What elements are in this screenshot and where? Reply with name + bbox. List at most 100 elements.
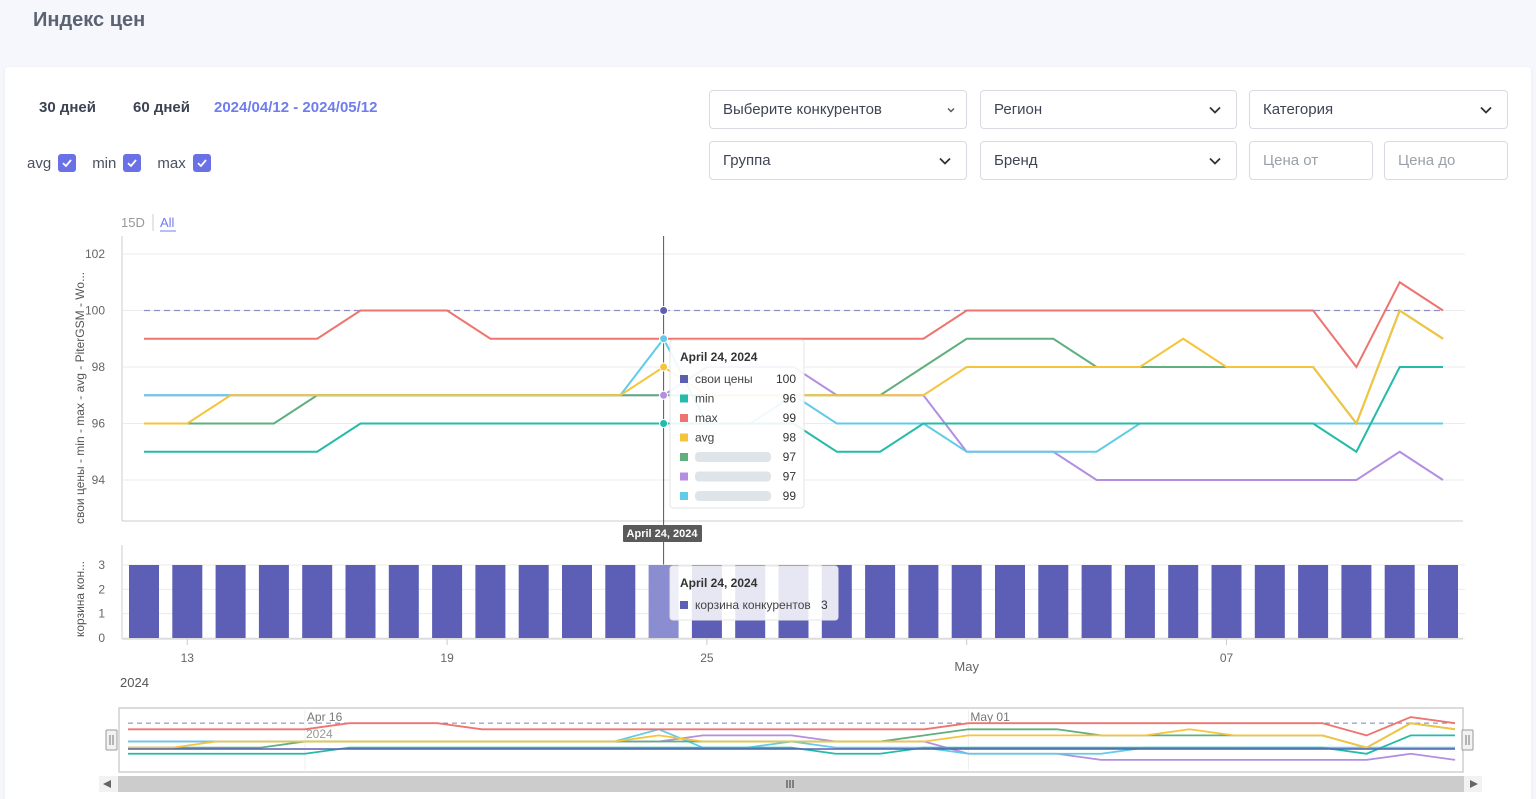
checkbox-min[interactable] — [123, 154, 142, 172]
volume-tooltip-label: корзина конкурентов — [695, 598, 811, 612]
series-line-max — [144, 280, 1444, 369]
toggle-max[interactable]: max — [157, 154, 211, 172]
range-15d-button: 15D — [121, 215, 145, 230]
scroll-left-arrow-icon[interactable] — [103, 780, 111, 788]
scrollbar-thumb[interactable] — [118, 776, 1464, 792]
volume-bar — [1341, 565, 1372, 638]
tooltip-label-redacted — [695, 471, 771, 482]
toggle-avg[interactable]: avg — [27, 154, 77, 172]
price-to-input[interactable]: Цена до — [1384, 141, 1508, 180]
chevron-down-icon — [939, 157, 951, 165]
chevron-down-icon — [1209, 157, 1221, 165]
navigator-window — [118, 707, 1464, 773]
volume-bar — [518, 565, 549, 638]
tooltip-value-max: 99 — [783, 411, 797, 425]
tooltip-value-c1: 97 — [783, 450, 797, 464]
brand-select[interactable]: Бренд — [980, 141, 1237, 180]
volume-bar — [1081, 565, 1112, 638]
x-tick-label: May — [954, 659, 979, 674]
y-tick-label: 100 — [85, 304, 105, 318]
price-to-placeholder: Цена до — [1398, 152, 1456, 169]
volume-bar — [995, 565, 1025, 638]
region-select[interactable]: Регион — [980, 90, 1237, 129]
volume-bar — [562, 565, 592, 638]
range-all-button: All — [160, 215, 175, 230]
crosshair-date-label: April 24, 2024 — [627, 528, 699, 540]
competitors-select[interactable]: Выберите конкурентов — [709, 90, 967, 129]
toggle-min[interactable]: min — [92, 154, 142, 172]
period-30-days-button[interactable]: 30 дней — [39, 99, 96, 116]
volume-bar — [1168, 565, 1199, 638]
x-tick-label: 25 — [700, 651, 714, 665]
tooltip-value-c3: 99 — [783, 489, 797, 503]
tooltip-swatch-c2 — [680, 472, 688, 481]
tooltip-label-avg: avg — [695, 431, 714, 445]
checkbox-avg[interactable] — [58, 154, 77, 172]
tooltip-swatch-c3 — [680, 492, 688, 500]
crosshair-date-bg — [623, 525, 702, 542]
check-icon — [62, 159, 72, 168]
tooltip-value-avg: 98 — [783, 431, 797, 445]
region-select-label: Регион — [994, 101, 1043, 118]
navigator-handle-left[interactable] — [105, 729, 118, 751]
volume-bar — [908, 565, 939, 638]
hover-point-c2 — [659, 390, 669, 400]
toggle-avg-label: avg — [27, 154, 52, 172]
page-title: Индекс цен — [33, 9, 146, 31]
y-tick-label: 102 — [85, 247, 105, 261]
x-tick-label: 07 — [1220, 651, 1234, 665]
volume-tick-label: 2 — [98, 582, 105, 596]
volume-tooltip-swatch — [680, 601, 688, 609]
volume-tooltip-date: April 24, 2024 — [680, 576, 758, 590]
volume-bar — [1384, 565, 1415, 638]
tooltip-value-min: 96 — [783, 392, 797, 406]
toggle-max-label: max — [157, 154, 186, 172]
series-toggles: avg min max — [27, 154, 227, 172]
hover-point-own — [659, 306, 669, 315]
volume-bar — [129, 565, 159, 638]
tooltip-value-own: 100 — [776, 372, 796, 386]
category-select[interactable]: Категория — [1249, 90, 1508, 129]
check-icon — [197, 159, 207, 168]
volume-axis-title: корзина кон... — [73, 561, 87, 637]
volume-bar — [865, 565, 896, 638]
date-range-picker[interactable]: 2024/04/12 - 2024/05/12 — [214, 99, 378, 116]
tooltip-label-redacted — [695, 452, 771, 462]
period-60-days-button[interactable]: 60 дней — [133, 99, 190, 116]
scroll-right-arrow-icon[interactable] — [1470, 780, 1478, 788]
tooltip-label-max: max — [695, 411, 718, 425]
tooltip-swatch-c1 — [680, 453, 688, 461]
volume-bar — [345, 565, 376, 638]
tooltip-swatch-max — [680, 414, 688, 422]
navigator-handle-right[interactable] — [1461, 729, 1474, 751]
group-select[interactable]: Группа — [709, 141, 967, 180]
navigator-handle-left-grip — [105, 729, 118, 751]
check-icon — [127, 159, 138, 168]
tooltip-box — [669, 339, 805, 509]
volume-bar — [1038, 565, 1069, 638]
tooltip-label-own: свои цены — [695, 372, 753, 386]
checkbox-max[interactable] — [192, 154, 211, 172]
volume-bar — [215, 565, 246, 638]
navigator-series-min — [128, 734, 1455, 755]
volume-bar — [1211, 565, 1242, 638]
volume-bar — [172, 565, 203, 638]
tooltip-swatch-own — [680, 375, 688, 383]
x-tick-label: 19 — [440, 651, 454, 665]
chevron-down-icon — [1209, 106, 1221, 114]
navigator-series-max — [128, 716, 1456, 737]
price-from-input[interactable]: Цена от — [1249, 141, 1373, 180]
x-year-label: 2024 — [120, 675, 149, 690]
volume-tooltip-box — [669, 565, 839, 621]
hover-point-avg — [659, 362, 669, 372]
y-axis-title: свои цены - min - max - avg - PiterGSM -… — [73, 272, 87, 524]
volume-tick-label: 3 — [98, 558, 105, 572]
volume-bar — [432, 565, 463, 638]
volume-bar — [605, 565, 636, 638]
competitors-select-label: Выберите конкурентов — [723, 101, 882, 118]
volume-bar — [1428, 565, 1458, 638]
volume-bar — [1254, 565, 1285, 638]
y-tick-label: 98 — [92, 360, 106, 374]
chevron-down-icon — [1480, 106, 1492, 114]
